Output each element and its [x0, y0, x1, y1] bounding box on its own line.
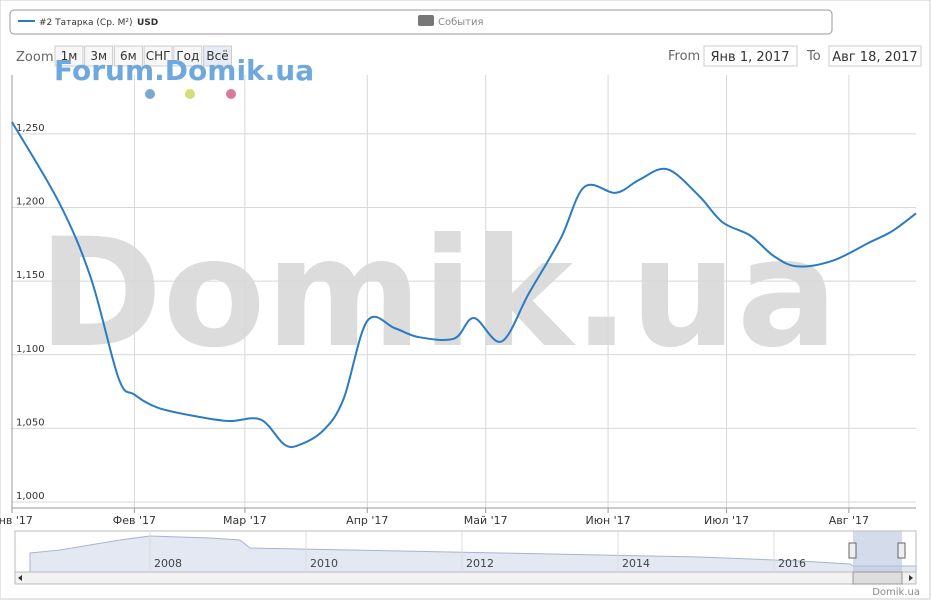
navigator-series — [29, 535, 917, 573]
events-symbol — [418, 15, 434, 26]
dot — [185, 89, 195, 99]
x-tick-label: Фев '17 — [113, 514, 156, 527]
navigator-mask — [853, 531, 902, 572]
zoom-button-label[interactable]: 3м — [90, 49, 107, 63]
y-tick-label: 1,150 — [16, 270, 45, 281]
from-value[interactable]: Янв 1, 2017 — [711, 50, 790, 65]
zoom-label: Zoom — [16, 50, 53, 65]
dot — [145, 89, 155, 99]
zoom-button-label[interactable]: СНГ — [146, 49, 171, 63]
zoom-button[interactable] — [143, 45, 173, 67]
y-tick-label: 1,050 — [16, 417, 45, 428]
scrollbar-thumb[interactable] — [852, 571, 903, 585]
to-label: To — [806, 49, 821, 64]
zoom-button-label[interactable]: Всё — [206, 49, 228, 63]
zoom-button-label[interactable]: Год — [176, 49, 199, 63]
navigator-handle[interactable] — [848, 542, 857, 559]
x-tick-label: Июн '17 — [585, 514, 630, 527]
zoom-button[interactable] — [203, 45, 232, 67]
navigator-handle[interactable] — [897, 542, 906, 559]
y-tick-label: 1,250 — [16, 123, 45, 134]
x-tick-label: Янв '17 — [0, 514, 33, 527]
navigator-label: 2012 — [466, 557, 494, 570]
credits[interactable]: Domik.ua — [872, 587, 920, 598]
scrollbar[interactable] — [14, 571, 917, 585]
y-tick-label: 1,100 — [16, 344, 45, 355]
x-tick-label: Апр '17 — [346, 514, 388, 527]
navigator-label: 2016 — [778, 557, 806, 570]
watermark: Domik.ua — [38, 207, 838, 381]
navigator-label: 2008 — [154, 557, 182, 570]
x-tick-label: Мар '17 — [223, 514, 267, 527]
zoom-button[interactable] — [113, 45, 143, 67]
x-tick-label: Авг '17 — [829, 514, 869, 527]
zoom-button-label[interactable]: 1м — [61, 49, 78, 63]
to-value[interactable]: Авг 18, 2017 — [832, 50, 917, 65]
to-input[interactable] — [828, 45, 922, 67]
legend-events[interactable]: События — [438, 17, 484, 28]
x-tick-label: Июл '17 — [704, 514, 749, 527]
zoom-button[interactable] — [54, 45, 84, 67]
navigator-label: 2010 — [310, 557, 338, 570]
zoom-button-label[interactable]: 6м — [120, 49, 137, 63]
navigator-label: 2014 — [622, 557, 650, 570]
watermark: Forum.Domik.ua — [54, 54, 314, 87]
zoom-button[interactable] — [173, 45, 203, 67]
legend-currency: USD — [137, 18, 158, 28]
series-line — [11, 121, 917, 449]
x-tick-label: Май '17 — [464, 514, 508, 527]
zoom-button[interactable] — [84, 45, 114, 67]
from-input[interactable] — [703, 45, 798, 67]
y-tick-label: 1,000 — [16, 491, 45, 502]
from-label: From — [668, 49, 700, 64]
legend-series[interactable]: #2 Татарка (Ср. М²) — [39, 18, 133, 28]
y-tick-label: 1,200 — [16, 197, 45, 208]
dot — [226, 89, 236, 99]
